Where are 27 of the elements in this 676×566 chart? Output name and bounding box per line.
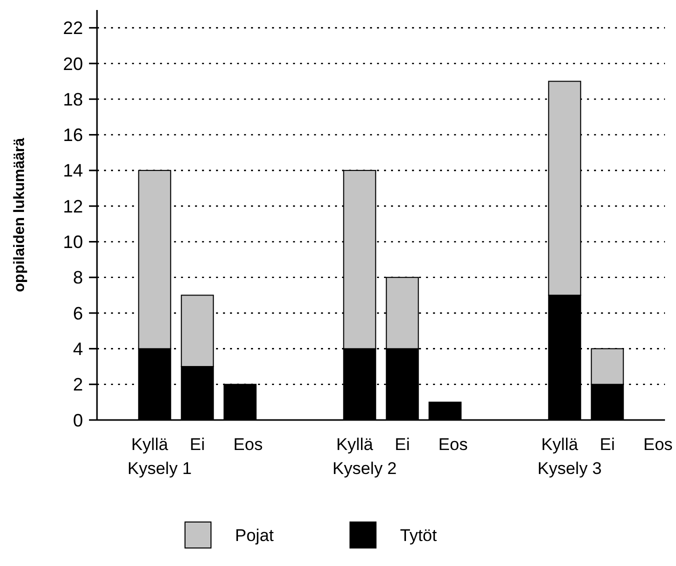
x-tick-label: Eos [233, 435, 263, 454]
y-tick-label: 10 [62, 232, 83, 252]
y-tick-label: 8 [72, 268, 83, 288]
y-tick-label: 12 [62, 196, 83, 216]
x-tick-label: Eos [643, 435, 673, 454]
y-tick-label: 0 [72, 410, 83, 430]
text: Kysely 3 [538, 459, 602, 478]
legend-label: Pojat [235, 526, 274, 545]
y-tick-label: 20 [62, 54, 83, 74]
y-tick-label: 6 [72, 303, 83, 324]
y-tick-label: 14 [62, 160, 83, 181]
y-tick-label: 4 [72, 338, 83, 359]
y-tick-label: 22 [62, 18, 83, 38]
x-tick-label: Ei [394, 435, 410, 454]
x-tick-label: Kyllä [336, 435, 374, 454]
legend-label: Tytöt [400, 526, 438, 545]
text: Kysely 1 [128, 459, 192, 478]
y-axis-title: oppilaiden lukumäärä [11, 137, 28, 292]
y-tick-label: 18 [62, 89, 83, 110]
text: Kysely 2 [332, 459, 397, 478]
y-tick-label: 16 [62, 125, 83, 146]
x-tick-label: Ei [600, 435, 615, 454]
x-tick-label: Kyllä [131, 435, 169, 454]
x-tick-label: Ei [190, 435, 205, 454]
x-tick-label: Eos [438, 435, 468, 454]
y-tick-label: 2 [72, 374, 83, 395]
x-tick-label: Kyllä [541, 435, 579, 454]
